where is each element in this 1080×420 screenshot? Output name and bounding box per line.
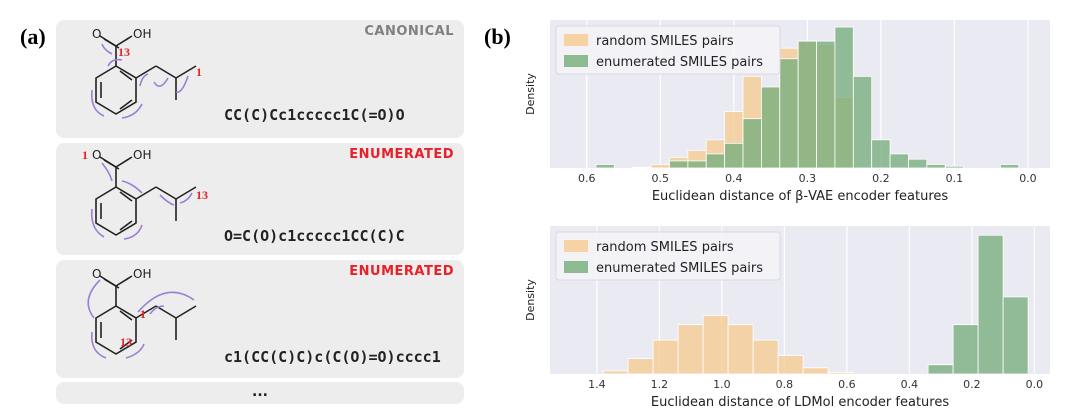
legend-label: enumerated SMILES pairs (596, 55, 763, 70)
smiles-string-enumerated-1: O=C(O)c1ccccc1CC(C)C (224, 227, 405, 245)
bar-enumerated (816, 40, 836, 169)
x-tick-label: 0.6 (838, 378, 856, 391)
svg-text:OH: OH (133, 148, 151, 162)
benzene-ring (95, 65, 137, 115)
legend-swatch (564, 34, 588, 46)
svg-text:13: 13 (196, 188, 208, 202)
bar-enumerated (908, 158, 928, 169)
smiles-string-canonical: CC(C)Cc1ccccc1C(=O)O (224, 106, 405, 124)
x-tick-label: 0.2 (872, 172, 890, 185)
x-tick-label: 0.8 (776, 378, 794, 391)
svg-text:13: 13 (118, 45, 130, 59)
bar-enumerated (687, 160, 707, 169)
panel-b-label: (b) (484, 24, 511, 49)
bar-random (752, 339, 779, 375)
bar-enumerated (797, 40, 817, 169)
bar-random (827, 372, 854, 375)
svg-text:1: 1 (196, 65, 202, 79)
x-tick-label: 0.0 (1019, 172, 1037, 185)
molecule-diagram: O OH 1 13 (82, 148, 208, 240)
legend: random SMILES pairs enumerated SMILES pai… (555, 231, 781, 281)
smiles-string-enumerated-2: c1(CC(C)C)c(C(O)=O)cccc1 (224, 348, 441, 366)
x-tick-label: 1.0 (713, 378, 731, 391)
legend-label: random SMILES pairs (596, 34, 734, 49)
svg-text:13: 13 (120, 335, 132, 349)
bar-enumerated (834, 26, 854, 169)
bar-enumerated (595, 164, 615, 169)
bar-enumerated (889, 153, 909, 169)
panel-a-label: (a) (20, 24, 46, 49)
histogram-vae: 0.6 0.5 0.4 0.3 0.2 0.1 0.0 Euclidean distance … (524, 20, 1050, 204)
bar-enumerated (760, 86, 781, 169)
bar-enumerated (927, 364, 954, 375)
x-tick-label: 0.4 (901, 378, 919, 391)
x-tick-label: 0.5 (652, 172, 670, 185)
bar-random (650, 164, 670, 169)
canonical-tag: CANONICAL (364, 24, 454, 39)
bar-enumerated (926, 164, 946, 169)
y-axis-label: Density (524, 73, 537, 115)
x-tick-label: 0.2 (963, 378, 981, 391)
legend-swatch (564, 261, 588, 273)
bar-enumerated (669, 160, 689, 169)
molecule-diagram: O OH 13 1 (90, 27, 202, 119)
x-tick-label: 0.4 (725, 172, 743, 185)
traversal-arrows (87, 279, 195, 359)
enumerated-tag: ENUMERATED (349, 147, 454, 162)
x-tick-label: 0.0 (1026, 378, 1044, 391)
svg-text:O: O (92, 148, 101, 162)
x-axis-label: Euclidean distance of LDMol encoder feat… (651, 395, 949, 410)
smiles-card-enumerated-2: ENUMERATED O OH 1 13 c1(CC(C)C)c(C(O)=O)… (56, 260, 464, 378)
x-tick-label: 0.3 (799, 172, 817, 185)
x-tick-label: 1.2 (651, 378, 669, 391)
svg-text:1: 1 (82, 148, 88, 162)
bar-enumerated (705, 153, 726, 169)
bar-enumerated (944, 165, 965, 169)
benzene-ring (95, 186, 137, 236)
bar-enumerated (977, 234, 1004, 375)
traversal-arrows (90, 162, 193, 240)
bar-random (727, 324, 754, 375)
y-axis-label: Density (524, 279, 537, 321)
histogram-ldmol: 1.4 1.2 1.0 0.8 0.6 0.4 0.2 0.0 Euclidean distan… (524, 226, 1050, 410)
svg-text:O: O (92, 27, 101, 41)
smiles-card-canonical: CANONICAL O OH 13 1 CC(C)Cc1ccccc1C(=O)O (56, 20, 464, 138)
hydroxyl-label: OH (133, 27, 151, 41)
bar-enumerated (952, 324, 979, 375)
x-axis-label: Euclidean distance of β-VAE encoder feat… (652, 189, 949, 204)
svg-text:O: O (92, 267, 101, 281)
legend-swatch (564, 55, 588, 67)
enumerated-tag: ENUMERATED (349, 264, 454, 279)
bar-enumerated (1002, 296, 1029, 375)
bar-random (627, 358, 654, 375)
legend-label: random SMILES pairs (596, 240, 734, 255)
traversal-arrows (90, 43, 189, 119)
more-examples-ellipsis: ... (56, 382, 464, 404)
legend-swatch (564, 240, 588, 252)
bar-enumerated (852, 75, 873, 169)
molecule-diagram: O OH 1 13 (87, 267, 197, 359)
legend: random SMILES pairs enumerated SMILES pai… (555, 25, 781, 75)
smiles-card-enumerated-1: ENUMERATED O OH 1 13 O=C(O)c1ccccc1CC(C)… (56, 143, 464, 255)
bar-enumerated (871, 139, 891, 169)
x-tick-label: 0.6 (578, 172, 596, 185)
bar-enumerated (779, 58, 799, 169)
bar-enumerated (724, 142, 744, 169)
legend-label: enumerated SMILES pairs (596, 261, 763, 276)
bar-random (632, 166, 652, 169)
bar-random (677, 324, 704, 375)
bar-random (602, 370, 629, 375)
bar-enumerated (742, 118, 762, 169)
bar-random (777, 355, 804, 375)
x-tick-label: 0.1 (946, 172, 964, 185)
svg-text:OH: OH (133, 267, 151, 281)
bar-random (802, 367, 829, 375)
bar-enumerated (999, 164, 1020, 169)
bar-random (652, 339, 679, 375)
bar-random (702, 315, 729, 375)
x-tick-label: 1.4 (588, 378, 606, 391)
svg-text:1: 1 (140, 307, 146, 321)
